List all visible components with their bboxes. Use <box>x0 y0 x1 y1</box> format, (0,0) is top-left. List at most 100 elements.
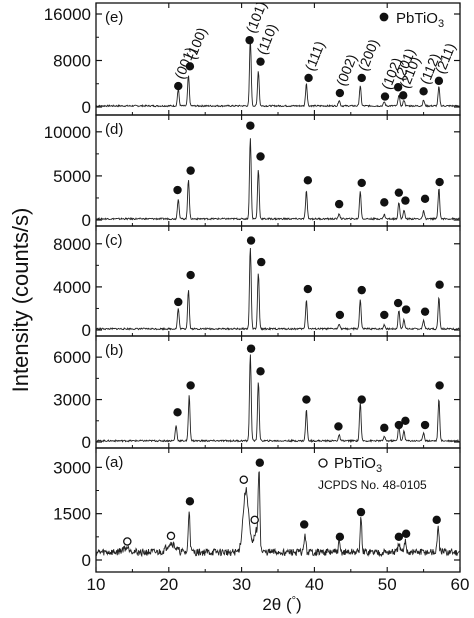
x-tick-label: 30 <box>232 575 251 594</box>
pbtio3-peak-marker <box>399 91 408 100</box>
y-tick-label: 8000 <box>53 52 91 71</box>
pbtio3-peak-marker <box>380 423 389 433</box>
miller-index-label: (211) <box>432 41 459 76</box>
x-axis-label-suffix: ) <box>296 595 302 614</box>
y-tick-label: 16000 <box>44 5 91 24</box>
pbtio3-peak-marker <box>256 152 265 161</box>
pbtio3-peak-marker <box>393 298 403 308</box>
pbtio3-peak-marker <box>257 257 266 267</box>
pbtio3-peak-marker <box>394 188 404 197</box>
y-tick-label: 4000 <box>53 278 91 297</box>
pbtio3-peak-marker <box>357 285 366 295</box>
pbtio3-peak-marker <box>304 73 313 83</box>
pbtio3-peak-marker <box>246 236 256 245</box>
pbtio3-peak-marker <box>393 83 403 92</box>
pbtio3-peak-marker <box>173 408 182 417</box>
legend-label-subscript: 3 <box>376 463 382 475</box>
pbtio3-peak-marker <box>186 270 195 280</box>
panel-tag: (e) <box>105 9 123 26</box>
legend-filled-marker <box>379 12 389 22</box>
pbtio3-peak-marker <box>303 284 313 294</box>
pbtio3-peak-marker <box>300 520 309 529</box>
jcpds-note: JCPDS No. 48-0105 <box>318 478 427 492</box>
pbtio3-peak-marker <box>432 515 441 525</box>
y-tick-label: 0 <box>82 433 91 452</box>
pbtio3-peak-marker <box>380 310 389 320</box>
legend-open-marker <box>318 458 328 468</box>
y-tick-label: 5000 <box>53 167 91 186</box>
pbtio3-peak-marker <box>357 73 366 83</box>
pbtio3-peak-marker <box>435 280 444 289</box>
y-tick-label: 0 <box>82 98 91 117</box>
pbtio3-open-marker <box>123 537 132 546</box>
pbtio3-peak-marker <box>380 92 390 101</box>
panel-d: 0 5000 10000 (d) <box>44 114 461 230</box>
pbtio3-open-marker <box>250 515 259 525</box>
pbtio3-peak-marker <box>420 420 430 430</box>
panel-tag: (c) <box>105 232 123 249</box>
panel-tag: (b) <box>105 342 123 359</box>
x-tick-label: 10 <box>87 575 106 594</box>
miller-index-label: (100) <box>183 25 210 61</box>
pbtio3-open-marker <box>166 531 176 541</box>
x-axis-label: 2θ (°) <box>262 595 301 614</box>
y-tick-label: 3000 <box>53 458 91 477</box>
panel-tag: (a) <box>105 454 123 471</box>
miller-index-label: (200) <box>355 37 382 73</box>
pbtio3-peak-marker <box>246 344 256 353</box>
pbtio3-peak-marker <box>256 367 265 376</box>
x-axis-label-prefix: 2θ ( <box>262 595 292 614</box>
x-tick-label: 20 <box>159 575 178 594</box>
y-tick-label: 8000 <box>53 235 91 254</box>
pbtio3-peak-marker <box>419 87 428 96</box>
pbtio3-peak-marker <box>401 529 411 538</box>
panel-frame <box>95 225 461 337</box>
pbtio3-peak-marker <box>185 62 195 71</box>
pbtio3-peak-marker <box>335 532 345 542</box>
y-tick-label: 6000 <box>53 348 91 367</box>
pbtio3-peak-marker <box>394 532 404 542</box>
pbtio3-peak-marker <box>334 422 343 431</box>
x-tick-label: 50 <box>378 575 397 594</box>
panel-frame <box>95 335 461 449</box>
pbtio3-peak-marker <box>174 81 183 91</box>
pbtio3-peak-marker <box>356 507 366 517</box>
y-axis-label: Intensity (counts/s) <box>8 208 33 393</box>
y-tick-label: 0 <box>82 211 91 230</box>
panel-frame <box>95 114 461 227</box>
pbtio3-peak-marker <box>394 420 404 430</box>
pbtio3-peak-marker <box>435 177 444 187</box>
legend-label-subscript: 3 <box>438 18 444 30</box>
x-tick-label: 40 <box>305 575 324 594</box>
pbtio3-peak-marker <box>401 416 410 425</box>
y-tick-label: 0 <box>82 551 91 570</box>
panel-a: 0 1500 3000 (a) PbTiO3 JCPDS No. 48-0105 10 20 3… <box>53 447 469 594</box>
panel-b: 0 3000 6000 (b) <box>53 335 461 452</box>
x-axis-label-unit: ° <box>292 595 296 607</box>
xrd-trace <box>95 247 461 331</box>
pbtio3-peak-marker <box>303 176 313 185</box>
pbtio3-peak-marker <box>357 178 366 188</box>
xrd-trace <box>95 354 461 443</box>
panel-tag: (d) <box>105 121 123 138</box>
pbtio3-peak-marker <box>357 395 366 404</box>
y-tick-label: 1500 <box>53 505 91 524</box>
pbtio3-peak-marker <box>174 297 183 307</box>
pbtio3-peak-marker <box>335 310 345 320</box>
pbtio3-peak-marker <box>434 76 444 86</box>
panel-c: 0 4000 8000 (c) <box>53 225 461 340</box>
y-tick-label: 0 <box>82 321 91 340</box>
xrd-trace <box>95 471 461 558</box>
pbtio3-open-marker <box>239 475 249 484</box>
y-tick-label: 10000 <box>44 123 91 142</box>
pbtio3-peak-marker <box>255 458 264 467</box>
pbtio3-peak-marker <box>173 185 182 195</box>
pbtio3-peak-marker <box>256 57 265 66</box>
pbtio3-peak-marker <box>401 305 411 314</box>
miller-index-label: (111) <box>302 39 328 73</box>
miller-index-label: (002) <box>333 52 360 88</box>
legend-label: PbTiO3 <box>396 10 444 30</box>
pbtio3-peak-marker <box>420 194 430 204</box>
pbtio3-peak-marker <box>186 381 195 390</box>
